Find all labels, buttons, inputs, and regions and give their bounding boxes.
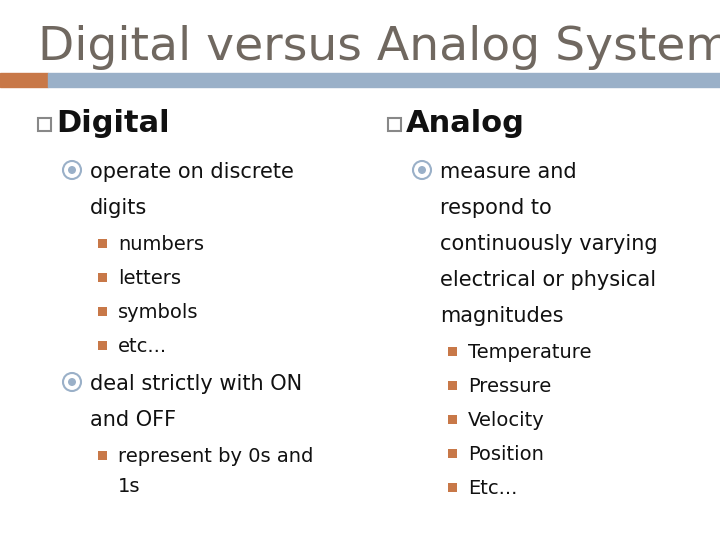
Text: Analog: Analog [406, 110, 525, 138]
Bar [97, 450, 107, 460]
Circle shape [68, 378, 76, 386]
Bar [97, 341, 107, 349]
Bar [448, 381, 456, 389]
Text: continuously varying: continuously varying [440, 234, 657, 254]
Text: represent by 0s and: represent by 0s and [118, 448, 313, 467]
Text: 1s: 1s [118, 477, 140, 496]
Text: Position: Position [468, 446, 544, 464]
Text: Digital: Digital [56, 110, 170, 138]
Bar [0, 73, 48, 87]
Bar [448, 449, 456, 457]
Text: deal strictly with ON: deal strictly with ON [90, 374, 302, 394]
Text: digits: digits [90, 198, 148, 218]
Text: Etc...: Etc... [468, 480, 518, 498]
Bar [387, 118, 400, 131]
Text: etc...: etc... [118, 338, 167, 356]
Bar [448, 415, 456, 423]
Text: magnitudes: magnitudes [440, 306, 564, 326]
Circle shape [68, 166, 76, 174]
Bar [97, 239, 107, 247]
Bar [97, 273, 107, 281]
Bar [48, 73, 720, 87]
Bar [448, 347, 456, 355]
Bar [448, 483, 456, 491]
Text: respond to: respond to [440, 198, 552, 218]
Text: and OFF: and OFF [90, 410, 176, 430]
Text: numbers: numbers [118, 235, 204, 254]
Text: Velocity: Velocity [468, 411, 545, 430]
Text: Pressure: Pressure [468, 377, 552, 396]
Text: operate on discrete: operate on discrete [90, 162, 294, 182]
Text: electrical or physical: electrical or physical [440, 270, 656, 290]
Text: Digital versus Analog Systems: Digital versus Analog Systems [38, 25, 720, 70]
Text: measure and: measure and [440, 162, 577, 182]
Bar [97, 307, 107, 315]
Text: letters: letters [118, 269, 181, 288]
Circle shape [418, 166, 426, 174]
Text: Temperature: Temperature [468, 343, 592, 362]
Text: symbols: symbols [118, 303, 199, 322]
Bar [37, 118, 50, 131]
